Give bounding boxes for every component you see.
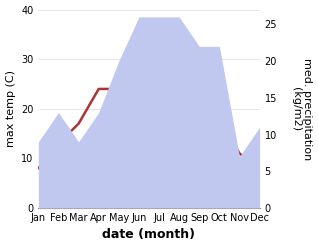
Y-axis label: max temp (C): max temp (C)	[5, 70, 16, 147]
X-axis label: date (month): date (month)	[102, 228, 196, 242]
Y-axis label: med. precipitation
(kg/m2): med. precipitation (kg/m2)	[291, 58, 313, 160]
